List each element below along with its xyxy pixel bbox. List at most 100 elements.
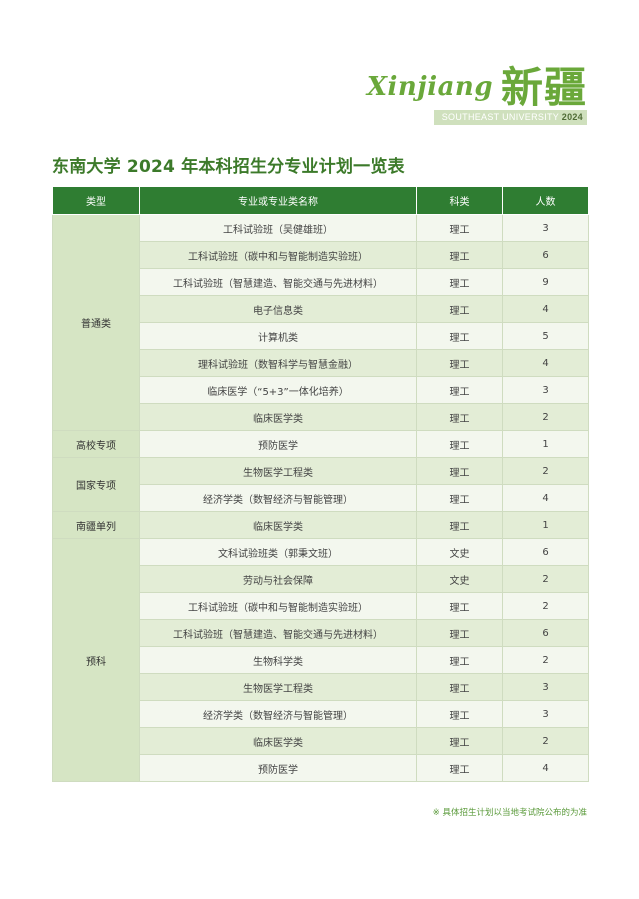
header-type: 类型 xyxy=(52,186,140,215)
table-row: 南疆单列 临床医学类 理工 1 xyxy=(52,511,589,539)
table-row: 高校专项 预防医学 理工 1 xyxy=(52,430,589,458)
track-cell: 理工 xyxy=(416,214,503,242)
major-cell: 预防医学 xyxy=(139,430,417,458)
track-cell: 理工 xyxy=(416,700,503,728)
track-cell: 理工 xyxy=(416,241,503,269)
count-cell: 6 xyxy=(502,619,589,647)
count-cell: 2 xyxy=(502,457,589,485)
brand-latin: Xinjiang xyxy=(366,72,493,102)
major-cell: 预防医学 xyxy=(139,754,417,782)
track-cell: 文史 xyxy=(416,565,503,593)
major-cell: 临床医学类 xyxy=(139,403,417,431)
count-cell: 2 xyxy=(502,403,589,431)
category-cell: 南疆单列 xyxy=(52,511,140,539)
count-cell: 2 xyxy=(502,592,589,620)
major-cell: 工科试验班（吴健雄班） xyxy=(139,214,417,242)
track-cell: 理工 xyxy=(416,673,503,701)
major-cell: 工科试验班（碳中和与智能制造实验班） xyxy=(139,592,417,620)
table-row: 临床医学（“5+3”一体化培养） 理工 3 xyxy=(53,376,589,404)
major-cell: 临床医学（“5+3”一体化培养） xyxy=(139,376,417,404)
track-cell: 理工 xyxy=(416,430,503,458)
track-cell: 理工 xyxy=(416,295,503,323)
major-cell: 生物医学工程类 xyxy=(139,457,417,485)
table-body: 普通类 工科试验班（吴健雄班） 理工 3 工科试验班（碳中和与智能制造实验班） 理工 6 工科… xyxy=(52,214,589,782)
count-cell: 1 xyxy=(502,430,589,458)
count-cell: 3 xyxy=(502,214,589,242)
track-cell: 理工 xyxy=(416,376,503,404)
major-cell: 工科试验班（智慧建造、智能交通与先进材料） xyxy=(139,619,417,647)
category-cell: 普通类 xyxy=(52,214,140,431)
track-cell: 理工 xyxy=(416,484,503,512)
major-cell: 生物医学工程类 xyxy=(139,673,417,701)
major-cell: 电子信息类 xyxy=(139,295,417,323)
header-count: 人数 xyxy=(502,186,589,215)
major-cell: 工科试验班（碳中和与智能制造实验班） xyxy=(139,241,417,269)
count-cell: 9 xyxy=(502,268,589,296)
table-row: 生物科学类 理工 2 xyxy=(53,646,589,674)
count-cell: 4 xyxy=(502,754,589,782)
count-cell: 6 xyxy=(502,538,589,566)
brand-chinese: 新疆 xyxy=(500,63,587,112)
table-row: 劳动与社会保障 文史 2 xyxy=(53,565,589,593)
table-row: 临床医学类 理工 2 xyxy=(53,403,589,431)
count-cell: 6 xyxy=(502,241,589,269)
track-cell: 理工 xyxy=(416,511,503,539)
enrollment-plan-table: 类型 专业或专业类名称 科类 人数 普通类 工科试验班（吴健雄班） 理工 3 工科试验班… xyxy=(52,186,589,782)
count-cell: 4 xyxy=(502,484,589,512)
major-cell: 经济学类（数智经济与智能管理） xyxy=(139,484,417,512)
count-cell: 3 xyxy=(502,673,589,701)
major-cell: 临床医学类 xyxy=(139,511,417,539)
track-cell: 理工 xyxy=(416,268,503,296)
count-cell: 1 xyxy=(502,511,589,539)
table-row: 电子信息类 理工 4 xyxy=(53,295,589,323)
major-cell: 劳动与社会保障 xyxy=(139,565,417,593)
brand-subtitle: SOUTHEAST UNIVERSITY 2024 xyxy=(434,110,587,125)
count-cell: 2 xyxy=(502,646,589,674)
major-cell: 临床医学类 xyxy=(139,727,417,755)
major-cell: 文科试验班类（郭秉文班） xyxy=(139,538,417,566)
document-title: 东南大学 2024 年本科招生分专业计划一览表 xyxy=(52,157,405,177)
brand-sub-year: 2024 xyxy=(561,112,583,122)
count-cell: 4 xyxy=(502,295,589,323)
track-cell: 理工 xyxy=(416,754,503,782)
table-row: 临床医学类 理工 2 xyxy=(53,727,589,755)
category-cell: 预科 xyxy=(52,538,140,782)
table-row: 工科试验班（智慧建造、智能交通与先进材料） 理工 9 xyxy=(53,268,589,296)
header-major: 专业或专业类名称 xyxy=(139,186,417,215)
track-cell: 理工 xyxy=(416,727,503,755)
table-row: 计算机类 理工 5 xyxy=(53,322,589,350)
major-cell: 理科试验班（数智科学与智慧金融） xyxy=(139,349,417,377)
table-header-row: 类型 专业或专业类名称 科类 人数 xyxy=(52,186,589,215)
table-row: 预防医学 理工 4 xyxy=(53,754,589,782)
header-track: 科类 xyxy=(416,186,503,215)
major-cell: 工科试验班（智慧建造、智能交通与先进材料） xyxy=(139,268,417,296)
track-cell: 理工 xyxy=(416,457,503,485)
major-cell: 经济学类（数智经济与智能管理） xyxy=(139,700,417,728)
table-row: 国家专项 生物医学工程类 理工 2 xyxy=(52,457,589,512)
table-row: 预科 文科试验班类（郭秉文班） 文史 6 xyxy=(52,538,589,782)
count-cell: 3 xyxy=(502,376,589,404)
brand-header: Xinjiang 新疆 SOUTHEAST UNIVERSITY 2024 xyxy=(327,52,587,132)
count-cell: 2 xyxy=(502,565,589,593)
table-row: 工科试验班（碳中和与智能制造实验班） 理工 6 xyxy=(53,241,589,269)
brand-sub-prefix: SOUTHEAST UNIVERSITY xyxy=(441,112,559,122)
table-row: 理科试验班（数智科学与智慧金融） 理工 4 xyxy=(53,349,589,377)
category-cell: 国家专项 xyxy=(52,457,140,512)
count-cell: 5 xyxy=(502,322,589,350)
table-row: 工科试验班（智慧建造、智能交通与先进材料） 理工 6 xyxy=(53,619,589,647)
track-cell: 理工 xyxy=(416,619,503,647)
table-row: 工科试验班（碳中和与智能制造实验班） 理工 2 xyxy=(53,592,589,620)
track-cell: 理工 xyxy=(416,322,503,350)
count-cell: 2 xyxy=(502,727,589,755)
track-cell: 文史 xyxy=(416,538,503,566)
track-cell: 理工 xyxy=(416,592,503,620)
track-cell: 理工 xyxy=(416,403,503,431)
track-cell: 理工 xyxy=(416,349,503,377)
category-cell: 高校专项 xyxy=(52,430,140,458)
footnote: ※ 具体招生计划以当地考试院公布的为准 xyxy=(432,808,587,818)
table-row: 经济学类（数智经济与智能管理） 理工 4 xyxy=(53,484,589,512)
count-cell: 3 xyxy=(502,700,589,728)
count-cell: 4 xyxy=(502,349,589,377)
track-cell: 理工 xyxy=(416,646,503,674)
major-cell: 生物科学类 xyxy=(139,646,417,674)
